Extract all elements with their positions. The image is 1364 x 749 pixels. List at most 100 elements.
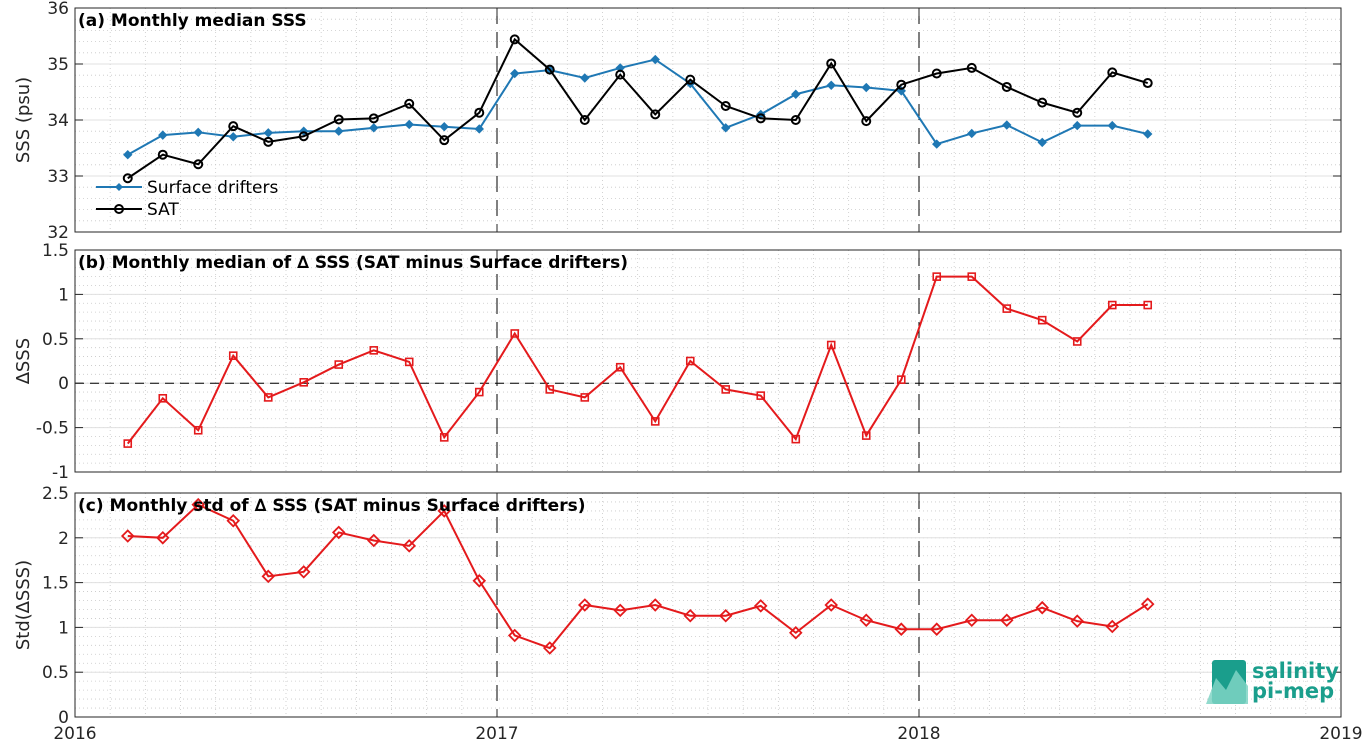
legend-marker (114, 204, 124, 214)
legend-marker (115, 183, 123, 191)
data-point (369, 123, 379, 133)
data-point (1072, 107, 1083, 118)
y-tick-label: 36 (47, 0, 69, 19)
data-point (720, 101, 731, 111)
data-point (718, 608, 733, 623)
y-tick-label: 34 (47, 111, 69, 131)
data-point (615, 362, 625, 372)
y-tick-label: 0 (58, 374, 69, 394)
panel-a: 32 33 34 35 36 SSS (psu) (a) Monthly median SS… (13, 0, 1342, 243)
y-axis-label: ∆SSS (13, 338, 34, 385)
data-point (1072, 337, 1082, 346)
data-point (753, 599, 768, 613)
data-point (263, 136, 274, 147)
data-point (191, 497, 205, 512)
data-point (123, 439, 133, 448)
data-point (861, 116, 872, 127)
y-tick-label: 0.5 (42, 330, 69, 350)
data-point (826, 80, 836, 90)
data-point (404, 119, 414, 130)
data-point (896, 375, 906, 384)
y-axis-label: SSS (psu) (13, 77, 34, 163)
data-point (439, 122, 449, 132)
data-point (1072, 120, 1082, 131)
salinity-pi-mep-logo: salinity pi-mep (1206, 659, 1339, 704)
data-point (296, 565, 311, 579)
y-tick-label: 2 (58, 529, 69, 549)
data-point (648, 598, 663, 612)
data-point (474, 387, 484, 397)
x-tick-label: 2019 (1319, 724, 1362, 744)
x-tick-label: 2016 (53, 724, 96, 744)
data-point (437, 504, 452, 518)
y-tick-label: 1.5 (42, 574, 69, 594)
data-point (299, 378, 309, 387)
data-point (650, 417, 660, 426)
y-tick-label: 32 (47, 223, 69, 243)
logo-line1: salinity (1252, 659, 1339, 683)
panel-c: 0 0.5 1 1.5 2 2.5 2016 2017 2018 2019 Std(∆SSS) (c)… (13, 484, 1363, 744)
logo-line2: pi-mep (1252, 679, 1334, 703)
data-point (122, 173, 133, 184)
data-point (263, 393, 273, 402)
data-point (791, 434, 801, 444)
data-point (1105, 619, 1120, 634)
data-point (755, 113, 766, 124)
data-point (1037, 315, 1047, 325)
y-tick-label: 2.5 (42, 484, 69, 504)
data-point (510, 68, 520, 79)
series-b-0 (123, 272, 1153, 448)
data-point (932, 272, 942, 281)
data-point (896, 79, 907, 90)
data-point (615, 69, 626, 80)
x-tick-label: 2018 (897, 724, 940, 744)
data-point (1143, 129, 1153, 139)
data-point (966, 62, 977, 73)
series-line (127, 58, 1148, 156)
data-point (615, 63, 625, 73)
data-point (472, 574, 487, 588)
data-point (931, 68, 942, 79)
y-tick-label: 0 (58, 708, 69, 728)
data-point (542, 641, 557, 655)
panel-b: -1 -0.5 0 0.5 1 1.5 ∆SSS (b) Monthly median of … (13, 241, 1342, 483)
data-point (1107, 67, 1118, 78)
y-tick-label: 35 (47, 55, 69, 75)
data-point (261, 569, 276, 584)
y-tick-label: 1.5 (42, 241, 69, 261)
data-point (404, 98, 415, 109)
data-point (474, 107, 485, 118)
data-point (685, 356, 695, 366)
data-point (967, 272, 977, 281)
data-point (1037, 137, 1047, 148)
data-point (1037, 97, 1048, 108)
data-point (859, 613, 874, 628)
y-tick-label: -0.5 (36, 419, 69, 439)
data-point (1143, 300, 1153, 310)
data-point (158, 393, 168, 403)
data-point (826, 340, 836, 350)
series-line (126, 275, 1148, 445)
data-point (509, 34, 520, 45)
data-point (369, 346, 379, 355)
data-point (650, 54, 660, 65)
data-point (861, 82, 871, 93)
data-point (721, 123, 731, 133)
data-point (791, 89, 801, 99)
data-point (613, 603, 627, 618)
data-point (721, 385, 731, 394)
y-tick-label: 1 (58, 618, 69, 638)
data-point (298, 131, 309, 142)
data-point (964, 613, 979, 628)
data-point (789, 626, 803, 640)
data-point (158, 130, 168, 140)
data-point (439, 433, 449, 442)
data-point (1035, 600, 1049, 615)
data-point (1140, 597, 1155, 611)
data-point (650, 109, 661, 120)
data-point (1107, 120, 1117, 131)
data-point (544, 64, 555, 75)
data-point (1107, 300, 1117, 310)
